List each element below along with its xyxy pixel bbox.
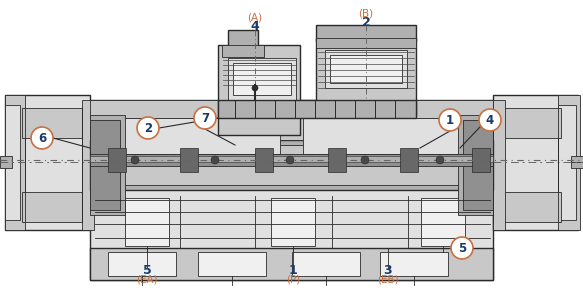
Text: 2: 2	[144, 122, 152, 134]
Bar	[180, 148, 198, 172]
Bar	[90, 156, 493, 162]
Bar	[316, 25, 416, 41]
Bar	[316, 38, 416, 116]
Bar	[82, 100, 94, 230]
Text: 5: 5	[458, 242, 466, 254]
Circle shape	[479, 109, 501, 131]
Bar	[5, 95, 25, 230]
Circle shape	[252, 85, 258, 91]
Bar	[90, 100, 493, 280]
Circle shape	[436, 156, 444, 164]
Bar	[218, 45, 300, 135]
Circle shape	[439, 109, 461, 131]
Text: 1: 1	[446, 113, 454, 127]
Bar	[222, 45, 264, 57]
Bar	[0, 156, 12, 168]
Bar	[255, 148, 273, 172]
Bar	[292, 252, 360, 276]
Bar	[90, 115, 125, 215]
Bar	[330, 55, 402, 83]
Text: 2: 2	[361, 16, 370, 28]
Bar	[22, 108, 82, 138]
Bar	[95, 145, 488, 185]
Text: 5: 5	[143, 263, 152, 277]
Bar	[316, 38, 416, 48]
Circle shape	[451, 237, 473, 259]
Bar	[5, 105, 20, 220]
Text: 4: 4	[486, 113, 494, 127]
Bar	[90, 100, 493, 118]
Bar	[501, 192, 561, 222]
Bar	[90, 120, 120, 210]
Circle shape	[361, 156, 369, 164]
Circle shape	[31, 127, 53, 149]
Bar	[22, 192, 82, 222]
Bar	[303, 118, 481, 154]
Circle shape	[211, 156, 219, 164]
Bar	[5, 95, 90, 230]
Text: (EA): (EA)	[136, 275, 158, 285]
Text: 7: 7	[201, 112, 209, 124]
Bar	[218, 100, 416, 118]
Text: (B): (B)	[359, 8, 374, 18]
Bar	[233, 63, 291, 95]
Bar	[90, 248, 493, 280]
Bar	[558, 95, 580, 230]
Circle shape	[131, 156, 139, 164]
Bar	[400, 148, 418, 172]
Text: 6: 6	[38, 131, 46, 145]
Bar	[380, 252, 448, 276]
Bar	[421, 198, 465, 246]
Bar	[108, 252, 176, 276]
Bar	[472, 148, 490, 172]
Text: 4: 4	[251, 20, 259, 34]
Bar	[493, 95, 578, 230]
Text: (P): (P)	[286, 275, 300, 285]
Bar	[571, 156, 583, 168]
Bar	[271, 198, 315, 246]
Circle shape	[286, 156, 294, 164]
Circle shape	[194, 107, 216, 129]
Bar	[463, 120, 493, 210]
Bar	[228, 58, 296, 100]
Bar	[458, 115, 493, 215]
Text: (EB): (EB)	[377, 275, 399, 285]
Circle shape	[137, 117, 159, 139]
Bar	[328, 148, 346, 172]
Bar	[100, 118, 480, 140]
Text: 1: 1	[289, 263, 297, 277]
Bar	[198, 252, 266, 276]
Bar	[100, 118, 280, 154]
Bar	[90, 154, 493, 166]
Bar	[325, 50, 407, 88]
Bar	[501, 108, 561, 138]
Bar	[493, 100, 505, 230]
Bar	[125, 198, 169, 246]
Text: (A): (A)	[247, 13, 262, 23]
Bar	[90, 140, 493, 190]
Bar	[558, 105, 576, 220]
Text: 3: 3	[384, 263, 392, 277]
Bar	[228, 30, 258, 48]
Bar	[108, 148, 126, 172]
